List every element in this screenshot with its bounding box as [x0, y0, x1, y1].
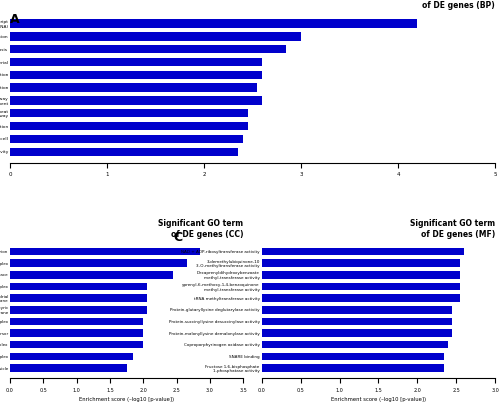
Bar: [262, 329, 452, 337]
Bar: [10, 260, 186, 267]
Text: Significant GO term
of DE genes (CC): Significant GO term of DE genes (CC): [158, 219, 243, 239]
Bar: [262, 341, 448, 349]
Bar: [10, 109, 248, 118]
Bar: [10, 45, 286, 53]
Bar: [10, 248, 200, 255]
Bar: [10, 32, 301, 41]
Bar: [262, 260, 460, 267]
Bar: [262, 352, 444, 360]
Bar: [10, 147, 238, 156]
X-axis label: Enrichment score (–log10 [p-value]): Enrichment score (–log10 [p-value]): [79, 397, 174, 402]
Bar: [10, 271, 173, 278]
Bar: [10, 352, 133, 360]
Bar: [10, 294, 146, 302]
Bar: [10, 135, 243, 143]
Bar: [10, 122, 248, 130]
Bar: [262, 294, 460, 302]
Bar: [10, 318, 143, 325]
Bar: [10, 364, 126, 372]
Bar: [262, 248, 464, 255]
Bar: [10, 19, 418, 28]
Text: Significant GO term
of DE genes (BP): Significant GO term of DE genes (BP): [410, 0, 495, 10]
Bar: [10, 96, 262, 105]
Bar: [262, 318, 452, 325]
Bar: [262, 306, 452, 314]
Bar: [262, 364, 444, 372]
Bar: [10, 58, 262, 66]
Bar: [262, 271, 460, 278]
X-axis label: Enrichment score (–log10 [p-value]): Enrichment score (–log10 [p-value]): [331, 397, 426, 402]
Bar: [10, 341, 143, 349]
Bar: [10, 283, 146, 290]
Text: C: C: [173, 231, 182, 244]
Text: A: A: [10, 13, 20, 26]
Bar: [10, 306, 146, 314]
Bar: [10, 71, 262, 79]
Bar: [10, 84, 258, 92]
Bar: [10, 329, 143, 337]
Text: Significant GO term
of DE genes (MF): Significant GO term of DE genes (MF): [410, 219, 495, 239]
Bar: [262, 283, 460, 290]
